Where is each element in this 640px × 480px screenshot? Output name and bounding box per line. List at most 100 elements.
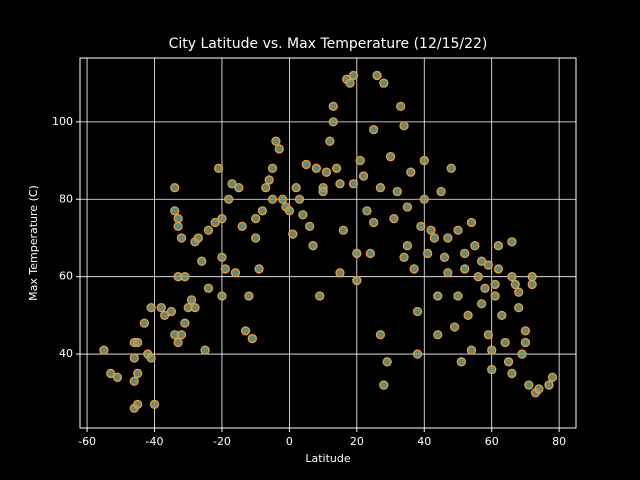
- point: [426, 225, 436, 235]
- point: [203, 283, 214, 293]
- point: [379, 78, 389, 88]
- point: [311, 163, 322, 173]
- point: [412, 306, 423, 317]
- point: [466, 217, 477, 228]
- point: [406, 167, 416, 177]
- point: [412, 349, 423, 359]
- point: [251, 213, 261, 224]
- point: [200, 345, 210, 355]
- point: [507, 368, 517, 379]
- point: [352, 275, 362, 286]
- point: [365, 248, 375, 259]
- point: [133, 337, 143, 348]
- point: [527, 272, 537, 282]
- point: [358, 171, 369, 181]
- point: [338, 225, 348, 235]
- point: [112, 372, 123, 382]
- point: [234, 183, 244, 193]
- point: [375, 330, 386, 340]
- point: [524, 380, 534, 390]
- point: [493, 241, 504, 251]
- point: [419, 194, 429, 204]
- point: [146, 353, 156, 363]
- point: [264, 175, 274, 185]
- point: [422, 248, 433, 259]
- point: [453, 291, 463, 301]
- point: [399, 121, 409, 131]
- point: [348, 70, 359, 81]
- point: [507, 237, 517, 247]
- point: [267, 194, 278, 204]
- point: [224, 194, 234, 204]
- point: [514, 302, 524, 313]
- point: [392, 186, 402, 197]
- point: [294, 194, 305, 204]
- point: [396, 101, 406, 112]
- chart-title: City Latitude vs. Max Temperature (12/15…: [169, 36, 488, 52]
- y-tick-label: 100: [52, 115, 73, 128]
- x-tick-label: -60: [78, 435, 96, 448]
- point: [247, 333, 257, 344]
- point: [156, 302, 166, 313]
- point: [284, 206, 295, 216]
- point: [180, 272, 190, 282]
- point: [298, 210, 308, 220]
- point: [291, 183, 301, 193]
- point: [348, 179, 359, 189]
- point: [436, 186, 446, 197]
- point: [443, 268, 453, 278]
- point: [180, 318, 190, 328]
- point: [345, 78, 355, 88]
- point: [328, 101, 338, 112]
- point: [170, 206, 180, 216]
- point: [490, 291, 500, 301]
- point: [389, 213, 399, 224]
- point: [510, 279, 520, 290]
- point: [399, 252, 409, 262]
- point: [534, 384, 544, 394]
- point: [217, 252, 227, 262]
- point: [257, 206, 268, 216]
- point: [547, 372, 558, 382]
- point: [149, 399, 160, 410]
- point: [490, 279, 500, 290]
- point: [382, 357, 392, 367]
- point: [466, 345, 477, 355]
- point: [321, 167, 332, 177]
- point: [372, 70, 382, 81]
- point: [409, 264, 419, 274]
- point: [166, 306, 177, 317]
- point: [304, 221, 315, 232]
- point: [419, 155, 429, 166]
- point: [170, 183, 180, 193]
- point: [173, 221, 183, 232]
- point: [274, 144, 284, 154]
- point: [503, 357, 514, 367]
- point: [301, 159, 311, 170]
- x-tick-label: 20: [350, 435, 364, 448]
- point: [159, 310, 170, 321]
- point: [331, 163, 342, 173]
- point: [500, 337, 510, 348]
- point: [203, 225, 214, 235]
- point: [139, 318, 150, 328]
- point: [527, 279, 537, 290]
- point: [453, 225, 463, 235]
- point: [463, 310, 473, 321]
- point: [369, 217, 379, 228]
- point: [497, 310, 507, 321]
- point: [254, 264, 264, 274]
- point: [173, 337, 183, 348]
- point: [146, 302, 156, 313]
- point: [325, 136, 335, 146]
- x-tick-label: 60: [485, 435, 499, 448]
- y-tick-label: 40: [59, 347, 73, 360]
- point: [210, 217, 220, 228]
- point: [507, 272, 517, 282]
- point: [483, 260, 493, 270]
- point: [261, 183, 271, 193]
- point: [129, 376, 139, 386]
- point: [369, 124, 379, 135]
- point: [197, 256, 207, 266]
